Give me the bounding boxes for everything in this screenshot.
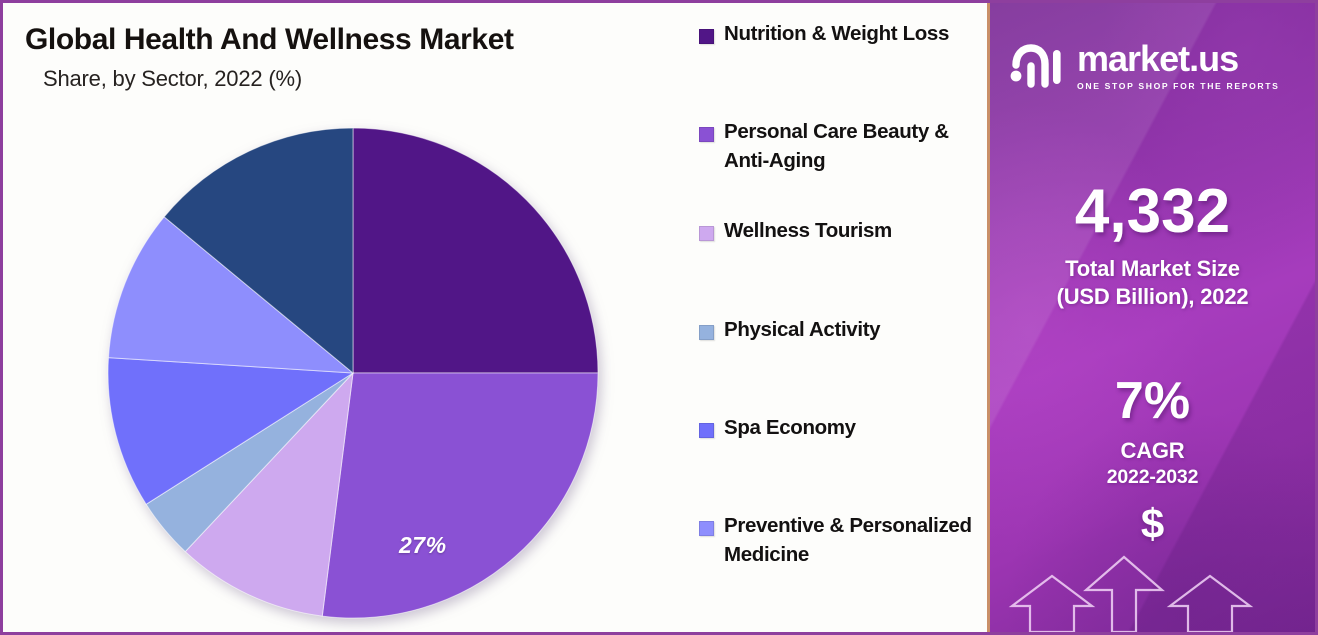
brand-logo[interactable]: market.us ONE STOP SHOP FOR THE REPORTS (1008, 41, 1280, 91)
legend-item-wellness-tourism[interactable]: Wellness Tourism (699, 216, 981, 245)
page-title: Global Health And Wellness Market (25, 23, 514, 56)
cagr-period: 2022-2032 (1106, 465, 1199, 488)
pie-slice-label-personal-care: 27% (399, 532, 447, 558)
market-size-label-line1: Total Market Size (1065, 256, 1240, 281)
legend-item-label: Physical Activity (724, 318, 881, 341)
pie-chart: 27% (107, 117, 599, 629)
legend-item-personal-care-beauty-anti-aging[interactable]: Personal Care Beauty & Anti-Aging (699, 117, 981, 175)
pie-slice[interactable] (184, 371, 354, 617)
legend-swatch-icon (699, 325, 714, 340)
legend-item-nutrition-weight-loss[interactable]: Nutrition & Weight Loss (699, 19, 981, 48)
pie-slice[interactable] (352, 127, 599, 374)
chart-legend: Nutrition & Weight Loss Personal Care Be… (685, 3, 987, 632)
cagr-value: 7% (1114, 372, 1191, 430)
dollar-sign-icon: $ (1140, 500, 1165, 547)
chart-subtitle: Share, by Sector, 2022 (%) (43, 66, 302, 91)
pie-svg (107, 127, 599, 619)
legend-item-spa-economy[interactable]: Spa Economy (699, 413, 981, 442)
legend-swatch-icon (699, 127, 714, 142)
chart-titles: Global Health And Wellness Market Share,… (3, 3, 685, 92)
chart-pane: Global Health And Wellness Market Share,… (3, 3, 685, 632)
legend-item-label: Personal Care Beauty & Anti-Aging (724, 120, 949, 173)
market-size-stat: 4,332 Total Market Size (USD Billion), 2… (990, 181, 1315, 310)
brand-panel: market.us ONE STOP SHOP FOR THE REPORTS … (987, 3, 1315, 632)
market-us-logo-icon (1010, 44, 1061, 88)
legend-swatch-icon (699, 226, 714, 241)
brand-logo-text: market.us ONE STOP SHOP FOR THE REPORTS (1077, 38, 1280, 92)
legend-swatch-icon (699, 423, 714, 438)
legend-item-label: Preventive & Personalized Medicine (724, 514, 972, 567)
legend-swatch-icon (699, 521, 714, 536)
pie-slice[interactable] (107, 357, 355, 505)
legend-item-label: Wellness Tourism (724, 219, 892, 242)
brand-name: market.us (1077, 38, 1239, 79)
legend-item-physical-activity[interactable]: Physical Activity (699, 315, 981, 344)
pie-slice[interactable] (163, 127, 354, 375)
legend-item-label: Spa Economy (724, 416, 856, 439)
pie-slice[interactable] (321, 372, 599, 619)
legend-swatch-icon (699, 29, 714, 44)
legend-item-preventive-personalized-medicine[interactable]: Preventive & Personalized Medicine (699, 511, 981, 569)
market-size-label-line2: (USD Billion), 2022 (1056, 283, 1249, 309)
pie-slice[interactable] (107, 216, 355, 374)
legend-item-label: Nutrition & Weight Loss (724, 22, 950, 45)
cagr-stat: 7% CAGR 2022-2032 (990, 375, 1315, 489)
brand-tagline: ONE STOP SHOP FOR THE REPORTS (1077, 81, 1280, 91)
market-size-value: 4,332 (1074, 177, 1231, 246)
cagr-label: CAGR (1120, 438, 1185, 463)
